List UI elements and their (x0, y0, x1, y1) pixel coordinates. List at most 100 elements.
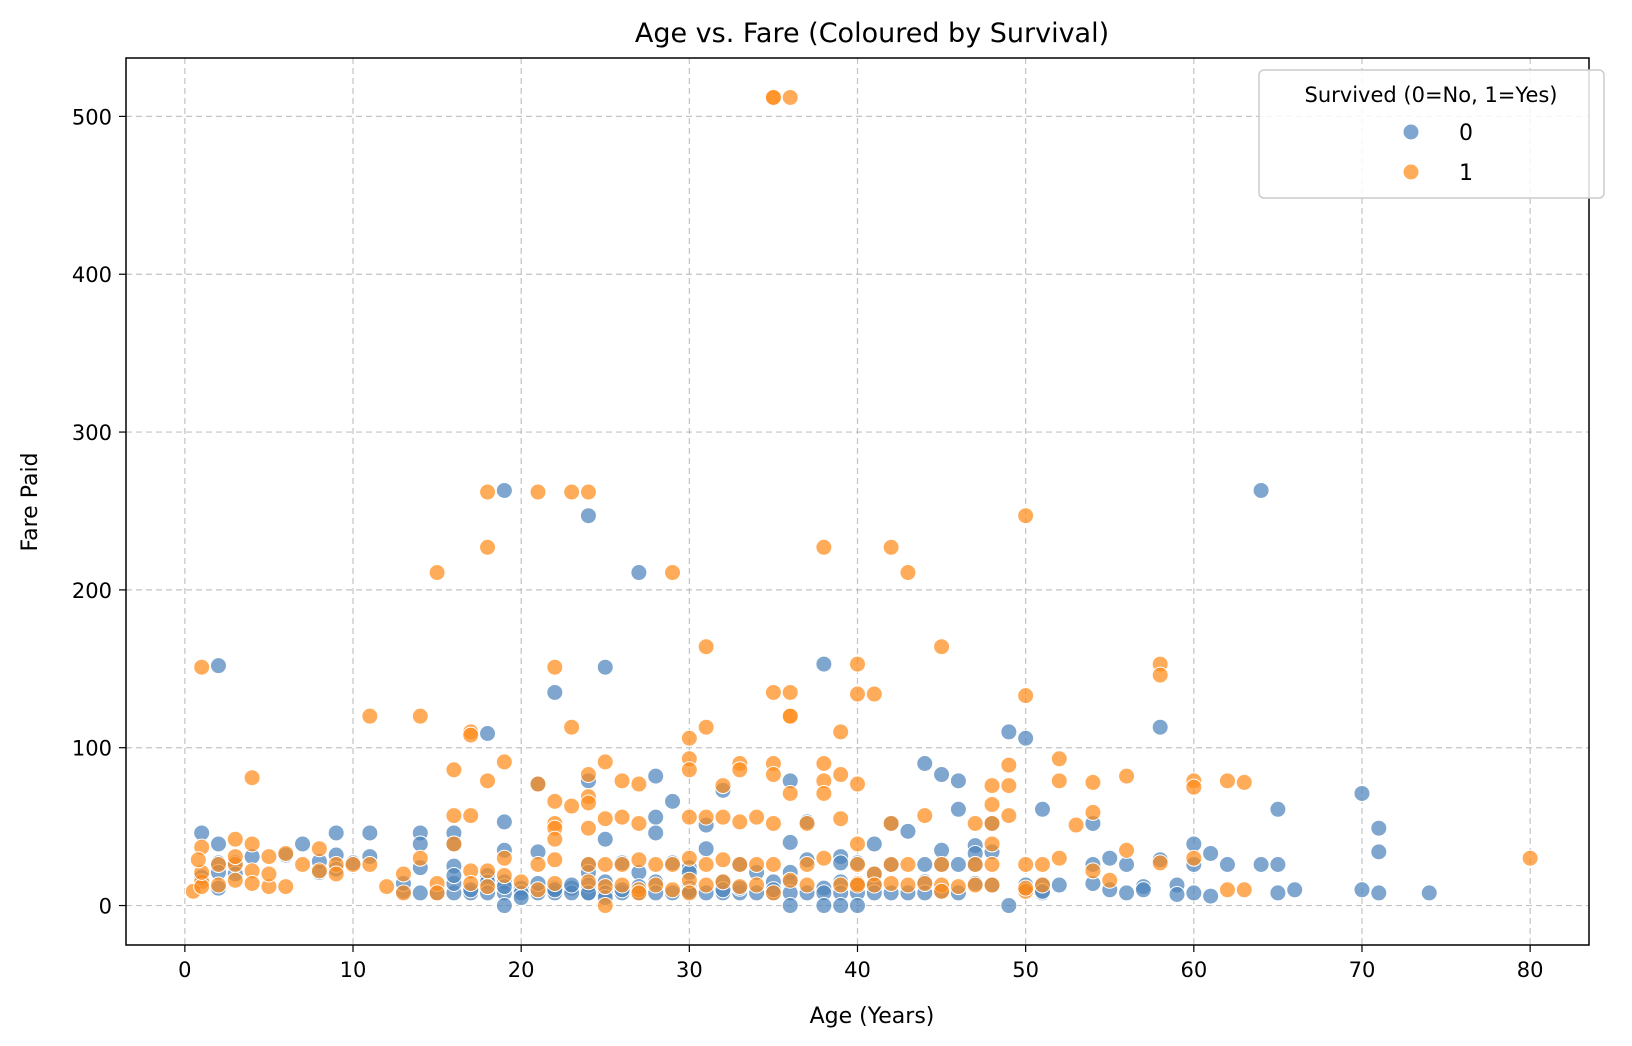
data-point-survived-1 (697, 718, 715, 736)
data-point-survived-1 (361, 707, 379, 725)
data-point-survived-1 (1084, 773, 1102, 791)
data-point-survived-1 (764, 88, 782, 106)
data-point-survived-1 (277, 878, 295, 896)
data-point-survived-1 (798, 814, 816, 832)
data-point-survived-1 (798, 876, 816, 894)
data-point-survived-1 (832, 876, 850, 894)
data-point-survived-1 (764, 683, 782, 701)
legend-marker-1 (1402, 163, 1420, 181)
data-point-survived-1 (546, 792, 564, 810)
data-point-survived-1 (714, 777, 732, 795)
x-tick-label: 0 (178, 958, 191, 982)
data-point-survived-1 (697, 876, 715, 894)
data-point-survived-1 (579, 766, 597, 784)
data-point-survived-1 (277, 844, 295, 862)
x-tick-label: 30 (676, 958, 703, 982)
data-point-survived-1 (630, 851, 648, 869)
data-point-survived-1 (226, 830, 244, 848)
data-point-survived-1 (310, 862, 328, 880)
legend: Survived (0=No, 1=Yes) 0 1 (1258, 69, 1605, 199)
data-point-survived-1 (1017, 879, 1035, 897)
data-point-survived-1 (697, 856, 715, 874)
data-point-survived-1 (714, 808, 732, 826)
data-point-survived-1 (647, 876, 665, 894)
data-point-survived-1 (563, 483, 581, 501)
data-point-survived-1 (1050, 849, 1068, 867)
data-point-survived-1 (378, 878, 396, 896)
chart-title: Age vs. Fare (Coloured by Survival) (635, 18, 1109, 49)
data-point-survived-1 (1017, 856, 1035, 874)
data-point-survived-1 (529, 856, 547, 874)
data-point-survived-1 (529, 775, 547, 793)
data-point-survived-1 (579, 483, 597, 501)
data-point-survived-0 (411, 884, 429, 902)
data-point-survived-1 (1017, 687, 1035, 705)
data-point-survived-1 (832, 810, 850, 828)
data-point-survived-1 (495, 753, 513, 771)
data-points (184, 88, 1539, 915)
data-point-survived-0 (1370, 819, 1388, 837)
data-point-survived-1 (428, 564, 446, 582)
data-point-survived-0 (563, 876, 581, 894)
gridlines (126, 58, 1589, 945)
data-point-survived-1 (680, 808, 698, 826)
data-point-survived-1 (630, 775, 648, 793)
data-point-survived-0 (1252, 856, 1270, 874)
data-point-survived-0 (1353, 784, 1371, 802)
x-axis-label: Age (Years) (810, 1004, 935, 1029)
data-point-survived-1 (983, 796, 1001, 814)
data-point-survived-0 (1185, 884, 1203, 902)
data-point-survived-0 (1017, 729, 1035, 747)
x-tick-label: 10 (340, 958, 367, 982)
data-point-survived-1 (1050, 750, 1068, 768)
data-point-survived-1 (731, 761, 749, 779)
data-point-survived-1 (310, 840, 328, 858)
data-point-survived-0 (209, 835, 227, 853)
data-point-survived-1 (899, 564, 917, 582)
data-point-survived-1 (832, 723, 850, 741)
data-point-survived-1 (781, 871, 799, 889)
data-point-survived-1 (983, 814, 1001, 832)
y-tick-label: 400 (72, 263, 112, 287)
data-point-survived-0 (815, 655, 833, 673)
data-point-survived-0 (1286, 881, 1304, 899)
data-point-survived-0 (1202, 844, 1220, 862)
data-point-survived-1 (731, 878, 749, 896)
data-point-survived-1 (445, 807, 463, 825)
data-point-survived-1 (243, 874, 261, 892)
data-point-survived-0 (832, 854, 850, 872)
data-point-survived-1 (209, 876, 227, 894)
data-point-survived-1 (361, 856, 379, 874)
data-point-survived-1 (243, 769, 261, 787)
data-point-survived-1 (899, 876, 917, 894)
data-point-survived-1 (1235, 881, 1253, 899)
data-point-survived-1 (748, 808, 766, 826)
data-point-survived-0 (1252, 481, 1270, 499)
data-point-survived-1 (899, 856, 917, 874)
data-point-survived-1 (445, 835, 463, 853)
data-point-survived-1 (865, 685, 883, 703)
data-point-survived-0 (647, 767, 665, 785)
data-point-survived-0 (1118, 856, 1136, 874)
data-point-survived-1 (512, 873, 530, 891)
data-point-survived-1 (563, 718, 581, 736)
data-point-survived-1 (344, 856, 362, 874)
data-point-survived-1 (1084, 803, 1102, 821)
data-point-survived-1 (664, 564, 682, 582)
data-point-survived-1 (209, 856, 227, 874)
data-point-survived-1 (579, 819, 597, 837)
data-point-survived-0 (1000, 897, 1018, 915)
data-point-survived-1 (1033, 876, 1051, 894)
data-point-survived-1 (882, 856, 900, 874)
data-point-survived-0 (865, 835, 883, 853)
data-point-survived-1 (1521, 849, 1539, 867)
y-tick-label: 200 (72, 579, 112, 603)
data-point-survived-1 (579, 873, 597, 891)
data-point-survived-0 (933, 841, 951, 859)
data-point-survived-1 (479, 772, 497, 790)
data-point-survived-1 (849, 835, 866, 853)
legend-marker-0 (1402, 123, 1420, 141)
data-point-survived-0 (1353, 881, 1371, 899)
data-point-survived-0 (327, 824, 345, 842)
